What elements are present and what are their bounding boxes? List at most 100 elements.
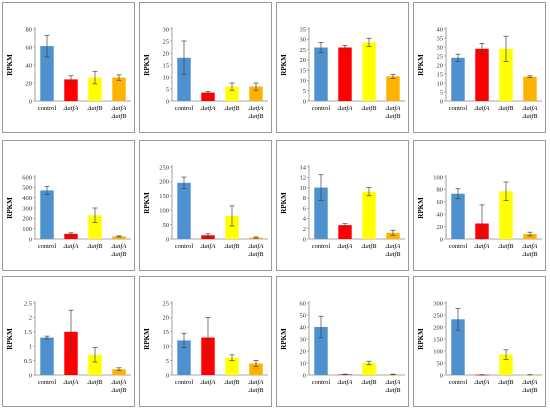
y-axis-label: RPKM [417, 328, 425, 350]
y-tick-label: 0 [29, 372, 32, 379]
x-tick-label: ΔatfB [522, 113, 538, 120]
y-tick-label: 20 [437, 62, 444, 69]
x-tick-label: ΔatfA [385, 379, 401, 386]
y-tick-label: 400 [22, 195, 32, 202]
bar [362, 42, 376, 101]
x-tick-label: ΔatfB [361, 105, 377, 112]
x-tick-label: ΔatfA [385, 243, 401, 250]
y-tick-label: 0 [166, 236, 169, 243]
x-tick-label: ΔatfB [87, 243, 103, 250]
y-axis-label: RPKM [143, 328, 151, 350]
bar [64, 233, 78, 239]
y-tick-label: 200 [433, 324, 443, 331]
y-tick-label: 10 [437, 80, 444, 87]
y-tick-label: 30 [163, 26, 170, 33]
chart-panel-d: 0 5 10 15 20 25 30 35 40 RPKM control ΔatfA ΔatfB Δat… [413, 2, 546, 133]
x-tick-label: ΔatfB [224, 243, 240, 250]
x-tick-label: ΔatfB [385, 387, 401, 394]
x-tick-label: ΔatfB [87, 105, 103, 112]
y-axis-label: RPKM [280, 328, 288, 350]
x-tick-label: ΔatfB [111, 113, 127, 120]
y-axis-label: RPKM [6, 328, 14, 350]
bar [386, 232, 400, 239]
bar [88, 354, 102, 375]
bar [362, 363, 376, 375]
x-tick-label: control [312, 243, 331, 250]
x-tick-label: ΔatfA [63, 243, 79, 250]
x-tick-label: control [38, 243, 57, 250]
y-tick-label: 40 [437, 212, 444, 219]
bar [177, 340, 191, 375]
x-tick-label: control [449, 379, 468, 386]
y-tick-label: 0 [303, 236, 306, 243]
x-tick-label: ΔatfB [111, 251, 127, 258]
y-tick-label: 30 [437, 44, 444, 51]
chart-panel-g: 0 2 4 6 8 10 12 14 RPKM control ΔatfA ΔatfB ΔatfA Δat… [276, 140, 409, 271]
bar [225, 215, 239, 239]
y-axis-label: RPKM [6, 197, 14, 219]
x-tick-label: ΔatfA [111, 379, 127, 386]
x-tick-label: ΔatfB [385, 113, 401, 120]
y-tick-label: 0 [303, 372, 306, 379]
x-tick-label: ΔatfA [200, 105, 216, 112]
y-tick-label: 20 [163, 315, 170, 322]
x-tick-label: ΔatfB [224, 379, 240, 386]
y-tick-label: 40 [437, 26, 444, 33]
bar [362, 191, 376, 239]
x-tick-label: ΔatfA [337, 243, 353, 250]
chart-panel-i: 0 0.5 1 1.5 2 2.5 RPKM control ΔatfA ΔatfB ΔatfA Δa… [2, 276, 135, 407]
y-tick-label: 60 [26, 44, 33, 51]
y-tick-label: 20 [300, 57, 307, 64]
chart-panel-e: 0 100 200 300 400 500 600 RPKM control ΔatfA ΔatfB… [2, 140, 135, 271]
bar [314, 187, 328, 239]
y-tick-label: 20 [300, 348, 307, 355]
y-tick-label: 40 [300, 324, 307, 331]
y-tick-label: 250 [159, 164, 169, 171]
x-tick-label: ΔatfA [522, 105, 538, 112]
chart-panel-c: 0 5 10 15 20 25 30 35 RPKM control ΔatfA ΔatfB ΔatfA… [276, 2, 409, 133]
bar [338, 47, 352, 101]
chart-panel-a: 0 20 40 60 80 RPKM control ΔatfA ΔatfB ΔatfA ΔatfB [2, 2, 135, 133]
y-tick-label: 100 [433, 348, 443, 355]
y-tick-label: 10 [300, 185, 307, 192]
y-tick-label: 15 [163, 329, 170, 336]
y-tick-label: 40 [26, 62, 33, 69]
bar [201, 92, 215, 101]
x-tick-label: control [175, 105, 194, 112]
x-tick-label: ΔatfB [498, 105, 514, 112]
y-tick-label: 20 [26, 80, 33, 87]
x-tick-label: ΔatfB [385, 251, 401, 258]
x-tick-label: ΔatfA [385, 105, 401, 112]
y-tick-label: 14 [300, 164, 307, 171]
bar [386, 76, 400, 101]
y-tick-label: 150 [433, 336, 443, 343]
y-axis-label: RPKM [143, 54, 151, 76]
chart-panel-k: 0 10 20 30 40 50 60 RPKM control ΔatfA ΔatfB ΔatfA Δ… [276, 276, 409, 407]
y-tick-label: 2 [29, 315, 32, 322]
x-tick-label: ΔatfA [474, 243, 490, 250]
y-tick-label: 300 [22, 205, 32, 212]
x-tick-label: ΔatfB [248, 387, 264, 394]
bar [314, 47, 328, 101]
x-tick-label: ΔatfA [248, 379, 264, 386]
y-tick-label: 4 [303, 216, 307, 223]
x-tick-label: ΔatfB [224, 105, 240, 112]
chart-panel-j: 0 5 10 15 20 25 RPKM control ΔatfA ΔatfB ΔatfA Δatf… [139, 276, 272, 407]
y-tick-label: 30 [300, 336, 307, 343]
bar [64, 79, 78, 101]
x-tick-label: ΔatfB [361, 243, 377, 250]
x-tick-label: ΔatfB [87, 379, 103, 386]
y-tick-label: 5 [440, 89, 443, 96]
y-tick-label: 0 [440, 372, 443, 379]
bar [499, 191, 513, 239]
bar [475, 48, 489, 101]
y-tick-label: 5 [303, 88, 306, 95]
x-tick-label: control [449, 243, 468, 250]
y-tick-label: 12 [300, 175, 307, 182]
y-tick-label: 25 [437, 53, 444, 60]
